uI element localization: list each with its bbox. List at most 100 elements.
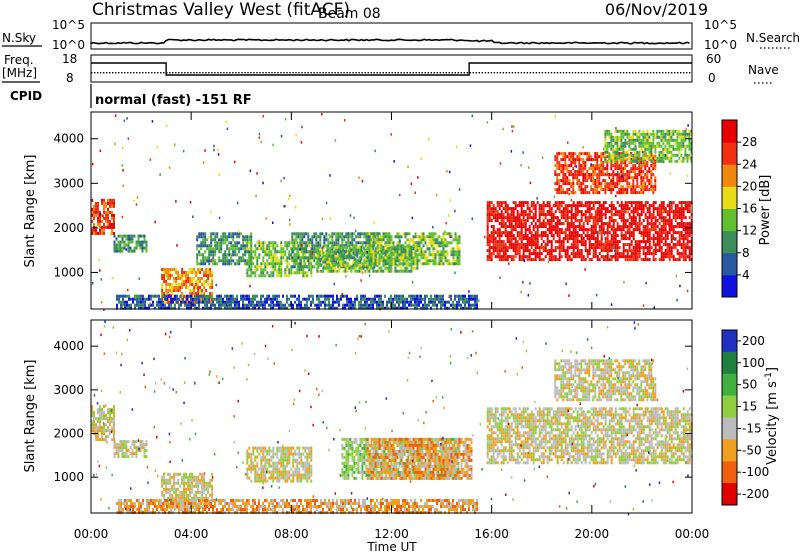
heatmap-cell <box>620 135 623 139</box>
heatmap-cell <box>430 235 433 239</box>
heatmap-cell <box>542 204 545 208</box>
heatmap-cell <box>124 303 126 307</box>
heatmap-cell <box>676 213 679 217</box>
heatmap-cell <box>355 250 358 254</box>
heatmap-cell <box>404 232 407 236</box>
heatmap-cell <box>648 246 651 250</box>
heatmap-cell <box>318 303 320 307</box>
heatmap-cell <box>534 213 537 217</box>
heatmap-cell <box>109 198 111 202</box>
heatmap-cell <box>324 257 327 261</box>
heatmap-cell <box>220 244 223 248</box>
heatmap-cell <box>339 232 342 236</box>
nave-point <box>121 72 123 74</box>
heatmap-cell <box>218 256 221 260</box>
heatmap-cell <box>313 256 316 260</box>
heatmap-cell <box>183 274 186 277</box>
heatmap-cell <box>418 303 420 307</box>
heatmap-cell <box>299 235 302 239</box>
heatmap-cell <box>101 231 103 235</box>
heatmap-cell <box>410 294 412 298</box>
heatmap-cell <box>376 294 378 298</box>
heatmap-cell <box>626 255 629 259</box>
heatmap-cell <box>612 243 615 247</box>
heatmap-cell <box>338 257 341 261</box>
heatmap-cell <box>574 225 577 229</box>
heatmap-cell <box>650 179 653 183</box>
heatmap-cell <box>446 250 449 254</box>
heatmap-cell <box>470 294 472 298</box>
heatmap-cell <box>588 152 591 156</box>
heatmap-cell <box>646 258 649 262</box>
heatmap-cell <box>196 259 199 263</box>
heatmap-cell <box>322 266 325 270</box>
heatmap-cell <box>246 241 249 245</box>
nave-point <box>604 72 607 74</box>
heatmap-cell <box>554 258 557 262</box>
heatmap-cell <box>388 241 391 245</box>
heatmap-cell <box>398 303 400 307</box>
heatmap-cell <box>686 234 689 238</box>
heatmap-cell <box>584 234 587 238</box>
heatmap-cell <box>570 246 573 250</box>
heatmap-cell <box>544 222 547 226</box>
heatmap-cell <box>256 262 259 266</box>
heatmap-cell <box>574 213 577 217</box>
heatmap-cell <box>303 265 306 269</box>
heatmap-cell <box>230 232 233 236</box>
heatmap-cell <box>207 271 210 274</box>
nave-point <box>478 72 480 74</box>
heatmap-cell <box>450 250 453 254</box>
heatmap-cell <box>630 249 633 253</box>
heatmap-cell <box>360 269 363 273</box>
nave-point <box>91 72 93 74</box>
heatmap-cell <box>125 243 128 247</box>
heatmap-cell <box>638 167 641 171</box>
heatmap-cell <box>360 245 363 249</box>
heatmap-cell <box>606 243 609 247</box>
heatmap-cell <box>456 241 459 245</box>
heatmap-cell <box>139 240 142 244</box>
heatmap-cell <box>238 300 240 304</box>
heatmap-cell <box>574 237 577 241</box>
nave-point <box>277 72 279 74</box>
heatmap-cell <box>566 237 569 241</box>
heatmap-cell <box>322 269 325 273</box>
heatmap-cell <box>428 232 431 236</box>
heatmap-cell <box>304 297 306 301</box>
heatmap-cell <box>616 201 619 205</box>
heatmap-cell <box>532 228 535 232</box>
heatmap-cell <box>582 225 585 229</box>
heatmap-cell <box>356 245 359 249</box>
heatmap-cell <box>250 235 253 239</box>
heatmap-cell <box>198 294 200 298</box>
heatmap-cell <box>293 232 296 236</box>
nave-point <box>616 72 619 74</box>
heatmap-cell <box>174 303 176 307</box>
heatmap-cell <box>658 246 661 250</box>
heatmap-cell <box>160 303 162 307</box>
heatmap-cell <box>127 243 130 247</box>
heatmap-cell <box>660 255 663 259</box>
heatmap-cell <box>195 292 198 295</box>
heatmap-cell <box>398 241 401 245</box>
heatmap-cell <box>606 222 609 226</box>
heatmap-cell <box>600 182 603 186</box>
heatmap-cell <box>628 173 631 177</box>
heatmap-cell <box>162 303 164 307</box>
heatmap-cell <box>380 241 383 245</box>
heatmap-cell <box>315 244 318 248</box>
heatmap-cell <box>592 249 595 253</box>
heatmap-cell <box>266 300 268 304</box>
heatmap-cell <box>196 244 199 248</box>
heatmap-cell <box>392 241 395 245</box>
heatmap-cell <box>642 231 645 235</box>
heatmap-cell <box>586 152 589 156</box>
nave-point <box>397 72 399 74</box>
heatmap-cell <box>262 262 265 266</box>
nave-point <box>658 72 661 74</box>
nave-point <box>652 72 655 74</box>
heatmap-cell <box>386 262 389 266</box>
heatmap-cell <box>163 271 166 274</box>
heatmap-cell <box>242 235 245 239</box>
